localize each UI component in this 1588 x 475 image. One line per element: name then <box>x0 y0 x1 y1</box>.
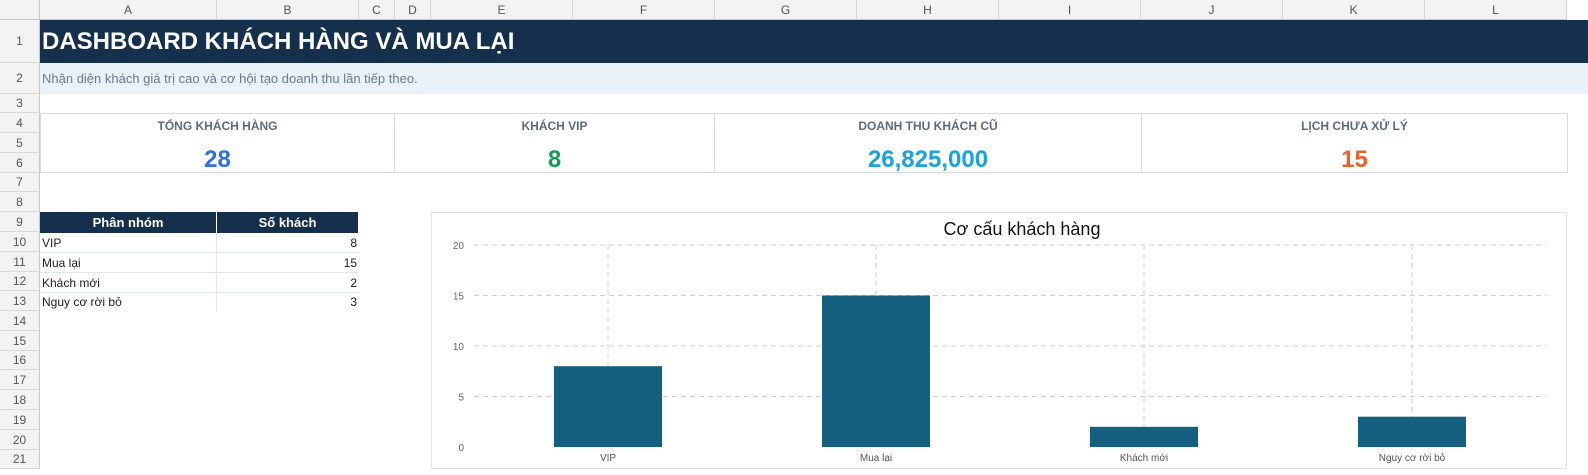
chart-title: Cơ cấu khách hàng <box>944 219 1101 239</box>
x-tick-label: Khách mới <box>1120 453 1168 464</box>
y-tick-label: 10 <box>453 342 465 353</box>
y-tick-label: 0 <box>458 443 464 454</box>
column-header[interactable]: H <box>857 0 999 20</box>
table-cell-segment-count[interactable]: 2 <box>217 273 359 293</box>
table-cell-segment-count[interactable]: 8 <box>217 233 359 253</box>
table-header-count[interactable]: Số khách <box>217 212 359 233</box>
title-bar <box>40 20 1588 63</box>
kpi-value: 8 <box>547 146 562 173</box>
table-header-segment[interactable]: Phân nhóm <box>40 212 217 233</box>
table-cell-segment-name[interactable]: Khách mới <box>40 273 217 293</box>
column-header[interactable]: F <box>573 0 715 20</box>
bar <box>554 366 662 447</box>
y-tick-label: 20 <box>453 241 465 252</box>
page-subtitle: Nhận diện khách giá trị cao và cơ hội tạ… <box>42 71 418 86</box>
x-tick-label: Mua lại <box>860 453 892 464</box>
kpi-value: 26,825,000 <box>867 146 989 173</box>
bar-chart-svg: Cơ cấu khách hàng 0 5 10 15 20 VIP Mua lại Khách… <box>453 219 1546 464</box>
row-header[interactable]: 3 <box>0 94 40 113</box>
customer-structure-chart[interactable]: Cơ cấu khách hàng 0 5 10 15 20 VIP Mua lại Khách… <box>431 212 1567 469</box>
bar <box>1090 426 1198 447</box>
row-header[interactable]: 13 <box>0 291 40 311</box>
y-tick-label: 15 <box>453 292 465 303</box>
row-header[interactable]: 4 <box>0 113 40 133</box>
row-header[interactable]: 9 <box>0 212 40 232</box>
row-header[interactable]: 12 <box>0 272 40 291</box>
kpi-card-total-customers[interactable]: TỔNG KHÁCH HÀNG 28 <box>40 113 395 173</box>
x-tick-label: Nguy cơ rời bỏ <box>1379 452 1446 464</box>
row-header[interactable]: 11 <box>0 252 40 272</box>
column-header[interactable]: C <box>359 0 395 20</box>
table-cell-segment-name[interactable]: VIP <box>40 233 217 253</box>
column-header[interactable]: A <box>40 0 217 20</box>
column-header[interactable]: D <box>395 0 431 20</box>
kpi-label: KHÁCH VIP <box>521 119 588 133</box>
kpi-card-vip[interactable]: KHÁCH VIP 8 <box>394 113 715 173</box>
kpi-value: 28 <box>204 146 231 173</box>
kpi-value: 15 <box>1341 146 1368 173</box>
column-header[interactable]: K <box>1283 0 1425 20</box>
column-header[interactable]: I <box>999 0 1141 20</box>
table-cell-segment-name[interactable]: Nguy cơ rời bỏ <box>40 292 217 312</box>
row-header[interactable]: 6 <box>0 153 40 173</box>
row-header[interactable]: 14 <box>0 311 40 331</box>
row-header[interactable]: 17 <box>0 370 40 390</box>
row-header[interactable]: 1 <box>0 20 40 63</box>
row-header[interactable]: 20 <box>0 430 40 450</box>
row-header[interactable]: 18 <box>0 390 40 410</box>
x-tick-label: VIP <box>600 453 616 464</box>
table-cell-segment-count[interactable]: 3 <box>350 295 357 309</box>
bar <box>1358 416 1466 447</box>
subtitle-bar <box>40 63 1588 94</box>
y-tick-label: 5 <box>458 393 464 404</box>
row-header[interactable]: 19 <box>0 410 40 430</box>
column-header[interactable]: J <box>1141 0 1283 20</box>
column-header[interactable]: B <box>217 0 359 20</box>
row-header[interactable]: 8 <box>0 192 40 212</box>
row-header[interactable]: 5 <box>0 133 40 153</box>
kpi-label: LỊCH CHƯA XỬ LÝ <box>1301 119 1408 133</box>
table-cell-segment-name[interactable]: Mua lại <box>40 253 217 273</box>
row-header[interactable]: 16 <box>0 351 40 370</box>
column-header[interactable]: E <box>431 0 573 20</box>
row-header[interactable]: 21 <box>0 450 40 469</box>
row-header[interactable]: 10 <box>0 232 40 252</box>
bar <box>822 295 930 447</box>
column-header[interactable]: L <box>1425 0 1567 20</box>
page-title: DASHBOARD KHÁCH HÀNG VÀ MUA LẠI <box>42 28 515 55</box>
column-header[interactable]: G <box>715 0 857 20</box>
kpi-card-returning-revenue[interactable]: DOANH THU KHÁCH CŨ 26,825,000 <box>714 113 1142 173</box>
kpi-label: TỔNG KHÁCH HÀNG <box>157 119 278 133</box>
select-all-corner[interactable] <box>0 0 40 20</box>
table-cell-segment-count[interactable]: 15 <box>217 253 359 273</box>
row-header[interactable]: 15 <box>0 331 40 351</box>
kpi-label: DOANH THU KHÁCH CŨ <box>858 119 998 133</box>
row-header[interactable]: 2 <box>0 63 40 94</box>
row-header[interactable]: 7 <box>0 173 40 192</box>
kpi-card-pending-schedule[interactable]: LỊCH CHƯA XỬ LÝ 15 <box>1141 113 1568 173</box>
